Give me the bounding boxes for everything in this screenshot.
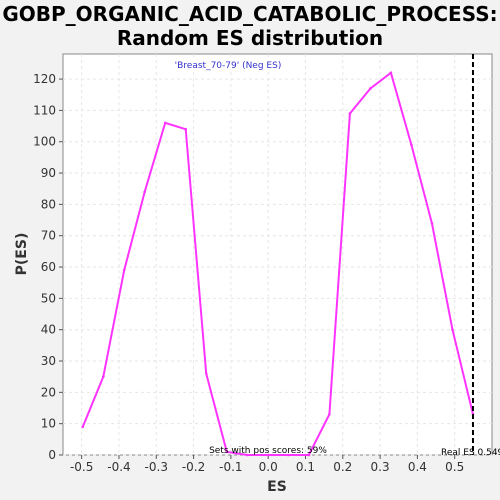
y-axis-label: P(ES) (14, 233, 30, 276)
data-point (369, 87, 372, 90)
data-point (430, 221, 434, 225)
x-tick-label: -0.5 (70, 460, 93, 474)
x-tick-label: 0.3 (371, 460, 390, 474)
grid (63, 54, 492, 456)
data-point (204, 372, 208, 375)
x-tick-label: -0.2 (182, 460, 205, 474)
chart-title: GOBP_ORGANIC_ACID_CATABOLIC_PROCESS: Ran… (0, 2, 500, 50)
y-tick-label: 50 (41, 291, 56, 305)
data-point (389, 71, 393, 75)
data-point (348, 112, 352, 115)
y-axis: 0 10 20 30 40 50 60 70 80 90 100 110 120 (33, 72, 63, 462)
data-point (225, 450, 229, 454)
data-point (328, 412, 331, 416)
data-point (143, 190, 146, 194)
data-point (101, 375, 105, 378)
legend-neg-es: 'Breast_70-79' (Neg ES) (175, 61, 282, 71)
data-point (245, 453, 249, 457)
data-point (410, 143, 413, 147)
pos-scores-annotation: Sets with pos scores: 59% (209, 446, 327, 456)
y-tick-label: 20 (41, 385, 56, 399)
legend: 'Breast_30-39' (Pos ES)'Breast_70-79' (N… (167, 59, 288, 71)
x-tick-label: -0.4 (107, 460, 130, 474)
x-tick-label: 0.2 (333, 460, 352, 474)
x-axis: -0.5 -0.4 -0.3 -0.2 -0.1 0.0 0.1 0.2 0.3 0.4 0.5 (70, 455, 464, 474)
y-tick-label: 60 (41, 260, 56, 274)
data-point (287, 453, 290, 457)
data-point (122, 268, 126, 272)
x-tick-label: -0.3 (145, 460, 168, 474)
data-point (266, 453, 270, 457)
chart-title-line-1: GOBP_ORGANIC_ACID_CATABOLIC_PROCESS: (2, 2, 498, 26)
y-tick-label: 40 (41, 323, 56, 337)
y-tick-label: 0 (48, 448, 56, 462)
y-tick-label: 110 (33, 103, 56, 117)
legend-mask (167, 59, 288, 71)
x-tick-label: 0.0 (259, 460, 278, 474)
plot-area (62, 53, 493, 456)
series-line (81, 71, 474, 456)
chart-title-line-2: Random ES distribution (116, 26, 384, 50)
x-tick-label: 0.1 (296, 460, 315, 474)
y-tick-label: 90 (41, 166, 56, 180)
data-point (307, 453, 311, 457)
data-point (184, 127, 188, 131)
y-tick-label: 30 (41, 354, 56, 368)
y-tick-label: 100 (33, 135, 56, 149)
data-point (451, 328, 454, 331)
data-point (81, 425, 85, 429)
y-tick-label: 70 (41, 229, 56, 243)
x-axis-label: ES (267, 479, 287, 495)
y-tick-label: 80 (41, 197, 56, 211)
y-tick-label: 10 (41, 417, 56, 431)
x-tick-label: 0.5 (445, 460, 464, 474)
data-point (163, 121, 167, 125)
real-es-label: Real ES 0.549 (441, 448, 500, 458)
y-tick-label: 120 (33, 72, 56, 86)
x-tick-label: 0.4 (408, 460, 427, 474)
x-tick-label: -0.1 (219, 460, 242, 474)
